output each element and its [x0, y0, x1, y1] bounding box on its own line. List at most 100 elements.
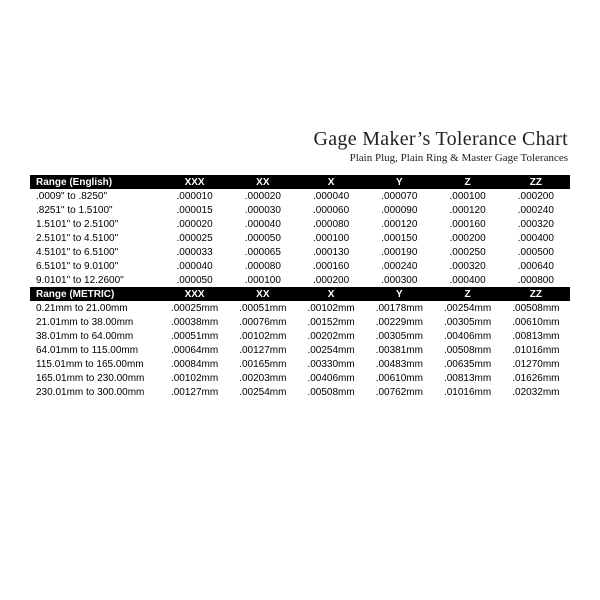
tolerance-cell: .000190 [365, 245, 433, 259]
table-row: .0009" to .8250".000010.000020.000040.00… [30, 189, 570, 203]
range-cell: 1.5101" to 2.5100" [30, 217, 160, 231]
tolerance-cell: .000150 [365, 231, 433, 245]
chart-title: Gage Maker’s Tolerance Chart [314, 128, 569, 151]
tolerance-cell: .01016mm [502, 343, 570, 357]
range-cell: 4.5101" to 6.5100" [30, 245, 160, 259]
tolerance-cell: .000040 [229, 217, 297, 231]
tolerance-cell: .000040 [297, 189, 365, 203]
range-cell: 64.01mm to 115.00mm [30, 343, 160, 357]
tolerance-cell: .00102mm [160, 371, 228, 385]
tolerance-cell: .00635mm [433, 357, 501, 371]
column-header: X [297, 287, 365, 301]
table-row: 21.01mm to 38.00mm.00038mm.00076mm.00152… [30, 315, 570, 329]
chart-subtitle: Plain Plug, Plain Ring & Master Gage Tol… [314, 152, 569, 164]
tolerance-cell: .000400 [502, 231, 570, 245]
tolerance-cell: .00508mm [433, 343, 501, 357]
tolerance-cell: .000200 [502, 189, 570, 203]
tolerance-cell: .00038mm [160, 315, 228, 329]
tolerance-cell: .00610mm [365, 371, 433, 385]
tolerance-cell: .000300 [365, 273, 433, 287]
tolerance-cell: .000640 [502, 259, 570, 273]
table-row: 1.5101" to 2.5100".000020.000040.000080.… [30, 217, 570, 231]
range-cell: .8251" to 1.5100" [30, 203, 160, 217]
table-header-row: Range (English)XXXXXXYZZZ [30, 175, 570, 189]
range-cell: 2.5101" to 4.5100" [30, 231, 160, 245]
tolerance-cell: .00178mm [365, 301, 433, 315]
tolerance-cell: .00229mm [365, 315, 433, 329]
tolerance-cell: .000050 [160, 273, 228, 287]
tolerance-cell: .00076mm [229, 315, 297, 329]
tolerance-cell: .000100 [433, 189, 501, 203]
table-row: 9.0101" to 12.2600".000050.000100.000200… [30, 273, 570, 287]
tolerance-cell: .00305mm [365, 329, 433, 343]
tolerance-table: Range (English)XXXXXXYZZZ.0009" to .8250… [30, 175, 570, 399]
tolerance-cell: .000400 [433, 273, 501, 287]
range-cell: .0009" to .8250" [30, 189, 160, 203]
tolerance-cell: .000800 [502, 273, 570, 287]
tolerance-cell: .000070 [365, 189, 433, 203]
tolerance-cell: .00330mm [297, 357, 365, 371]
tolerance-cell: .01016mm [433, 385, 501, 399]
tolerance-cell: .00064mm [160, 343, 228, 357]
tolerance-cell: .000040 [160, 259, 228, 273]
tolerance-cell: .00305mm [433, 315, 501, 329]
tolerance-cell: .000020 [160, 217, 228, 231]
tolerance-cell: .00025mm [160, 301, 228, 315]
range-cell: 165.01mm to 230.00mm [30, 371, 160, 385]
tolerance-cell: .000010 [160, 189, 228, 203]
tolerance-cell: .02032mm [502, 385, 570, 399]
tolerance-cell: .000065 [229, 245, 297, 259]
tolerance-cell: .000120 [433, 203, 501, 217]
tolerance-cell: .00254mm [229, 385, 297, 399]
tolerance-cell: .00152mm [297, 315, 365, 329]
tolerance-cell: .000033 [160, 245, 228, 259]
tolerance-cell: .000130 [297, 245, 365, 259]
tolerance-cell: .00762mm [365, 385, 433, 399]
table-row: 230.01mm to 300.00mm.00127mm.00254mm.005… [30, 385, 570, 399]
tolerance-cell: .000015 [160, 203, 228, 217]
table-row: 4.5101" to 6.5100".000033.000065.000130.… [30, 245, 570, 259]
column-header: X [297, 175, 365, 189]
tolerance-cell: .000120 [365, 217, 433, 231]
tolerance-cell: .00406mm [297, 371, 365, 385]
tolerance-cell: .00165mm [229, 357, 297, 371]
table-row: 0.21mm to 21.00mm.00025mm.00051mm.00102m… [30, 301, 570, 315]
tolerance-cell: .00406mm [433, 329, 501, 343]
tolerance-cell: .000160 [297, 259, 365, 273]
tolerance-cell: .00203mm [229, 371, 297, 385]
tolerance-cell: .00102mm [297, 301, 365, 315]
column-header: XX [229, 175, 297, 189]
column-header: XX [229, 287, 297, 301]
tolerance-cell: .000020 [229, 189, 297, 203]
tolerance-cell: .00051mm [160, 329, 228, 343]
tolerance-cell: .000050 [229, 231, 297, 245]
tolerance-cell: .00051mm [229, 301, 297, 315]
tolerance-cell: .000060 [297, 203, 365, 217]
table-row: 64.01mm to 115.00mm.00064mm.00127mm.0025… [30, 343, 570, 357]
range-cell: 6.5101" to 9.0100" [30, 259, 160, 273]
tolerance-cell: .00508mm [502, 301, 570, 315]
tolerance-cell: .000240 [502, 203, 570, 217]
column-header: ZZ [502, 287, 570, 301]
range-cell: 230.01mm to 300.00mm [30, 385, 160, 399]
tolerance-cell: .00508mm [297, 385, 365, 399]
range-cell: 9.0101" to 12.2600" [30, 273, 160, 287]
range-cell: 0.21mm to 21.00mm [30, 301, 160, 315]
tolerance-cell: .000160 [433, 217, 501, 231]
tolerance-cell: .00084mm [160, 357, 228, 371]
table-row: 165.01mm to 230.00mm.00102mm.00203mm.004… [30, 371, 570, 385]
tolerance-cell: .000080 [229, 259, 297, 273]
tolerance-cell: .000090 [365, 203, 433, 217]
column-header-range: Range (English) [30, 175, 160, 189]
tolerance-cell: .000100 [229, 273, 297, 287]
tolerance-cell: .00127mm [229, 343, 297, 357]
tolerance-tables: Range (English)XXXXXXYZZZ.0009" to .8250… [30, 175, 570, 399]
tolerance-cell: .01626mm [502, 371, 570, 385]
column-header: Y [365, 175, 433, 189]
title-block: Gage Maker’s Tolerance Chart Plain Plug,… [314, 128, 569, 164]
tolerance-cell: .01270mm [502, 357, 570, 371]
tolerance-cell: .000320 [433, 259, 501, 273]
tolerance-cell: .000500 [502, 245, 570, 259]
tolerance-cell: .000030 [229, 203, 297, 217]
table-row: 115.01mm to 165.00mm.00084mm.00165mm.003… [30, 357, 570, 371]
